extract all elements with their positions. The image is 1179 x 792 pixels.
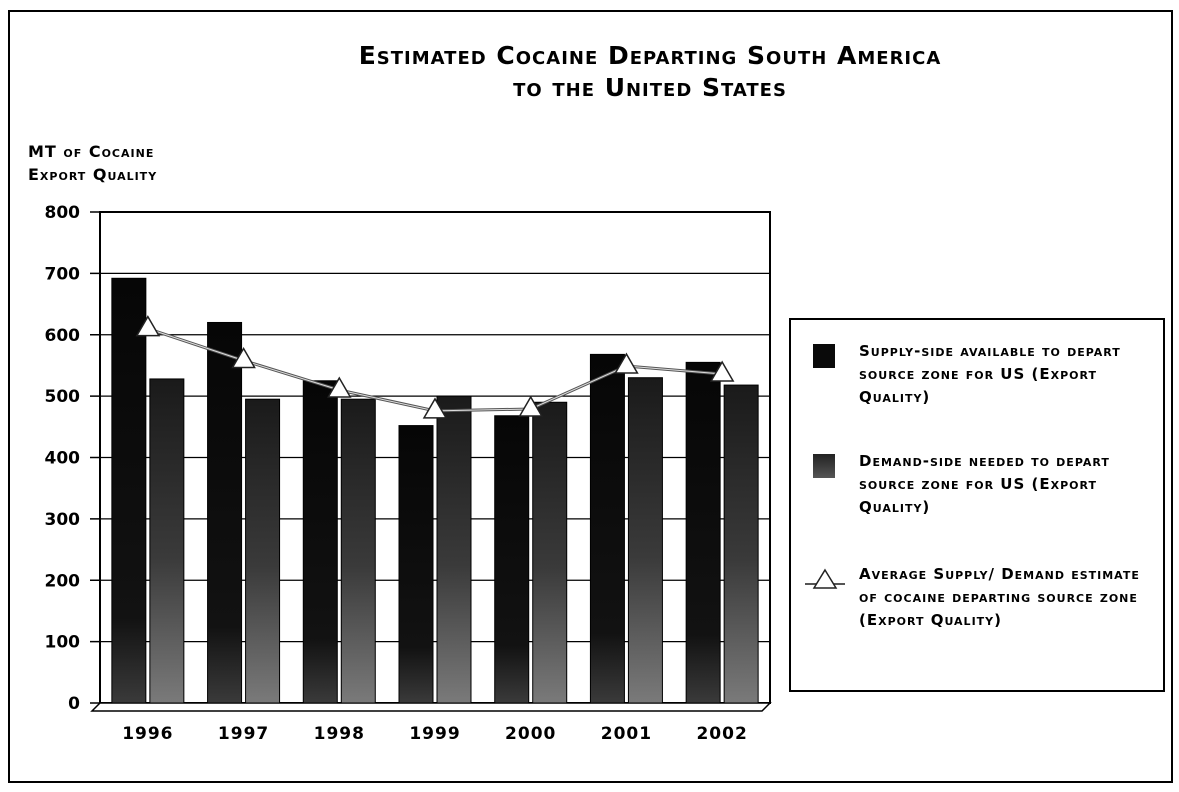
chart-title-line2: to the United States	[513, 73, 787, 102]
y-axis-label-line2: Export Quality	[28, 165, 158, 184]
y-tick-label: 200	[45, 571, 81, 591]
average-marker	[135, 315, 161, 337]
average-marker	[326, 376, 352, 398]
bar-supply	[207, 321, 243, 704]
bar-supply	[302, 380, 338, 704]
bar-demand	[436, 395, 472, 704]
legend-label-average: Average Supply/ Demand estimate of cocai…	[859, 565, 1140, 629]
y-tick-label: 100	[45, 633, 81, 653]
bar-demand	[149, 378, 185, 704]
average-marker	[709, 360, 735, 382]
x-tick-label: 2002	[696, 724, 747, 744]
bar-supply	[111, 277, 147, 704]
bar-demand	[245, 398, 281, 704]
bar-supply	[589, 353, 625, 704]
legend: Supply-side available to depart source z…	[789, 318, 1165, 692]
x-tick-label: 2001	[601, 724, 652, 744]
legend-swatch-supply	[813, 344, 835, 368]
x-tick-label: 2000	[505, 724, 556, 744]
average-marker	[422, 397, 448, 419]
legend-swatch-demand	[813, 454, 835, 478]
bar-supply	[494, 415, 530, 704]
x-tick-label: 1999	[409, 724, 460, 744]
legend-label-demand: Demand-side needed to depart source zone…	[859, 452, 1110, 516]
x-tick-label: 1997	[218, 724, 269, 744]
y-tick-label: 600	[45, 326, 81, 346]
x-tick-label: 1996	[122, 724, 173, 744]
plot-floor	[90, 702, 772, 712]
y-tick-label: 500	[45, 387, 81, 407]
y-axis-label-line1: MT of Cocaine	[28, 142, 155, 161]
legend-swatch-average	[805, 568, 845, 589]
y-tick-label: 700	[45, 264, 81, 284]
average-marker	[518, 395, 544, 417]
y-tick-label: 400	[45, 449, 81, 469]
bar-demand	[723, 384, 759, 704]
y-tick-label: 800	[45, 203, 81, 223]
x-tick-label: 1998	[314, 724, 365, 744]
bar-demand	[627, 377, 663, 704]
bar-demand	[340, 398, 376, 704]
legend-label-supply: Supply-side available to depart source z…	[859, 342, 1121, 406]
chart-title-line1: Estimated Cocaine Departing South Americ…	[358, 41, 942, 70]
legend-triangle-icon	[812, 568, 838, 589]
bar-demand	[532, 401, 568, 704]
average-marker	[614, 352, 639, 374]
bar-supply	[398, 425, 434, 704]
chart-frame	[8, 10, 1173, 783]
y-axis-label: MT of Cocaine Export Quality	[28, 140, 157, 186]
y-tick-label: 0	[68, 694, 80, 714]
chart-title: Estimated Cocaine Departing South Americ…	[200, 40, 1100, 104]
average-marker	[231, 347, 256, 369]
bar-supply	[685, 361, 721, 704]
y-tick-label: 300	[45, 510, 81, 530]
